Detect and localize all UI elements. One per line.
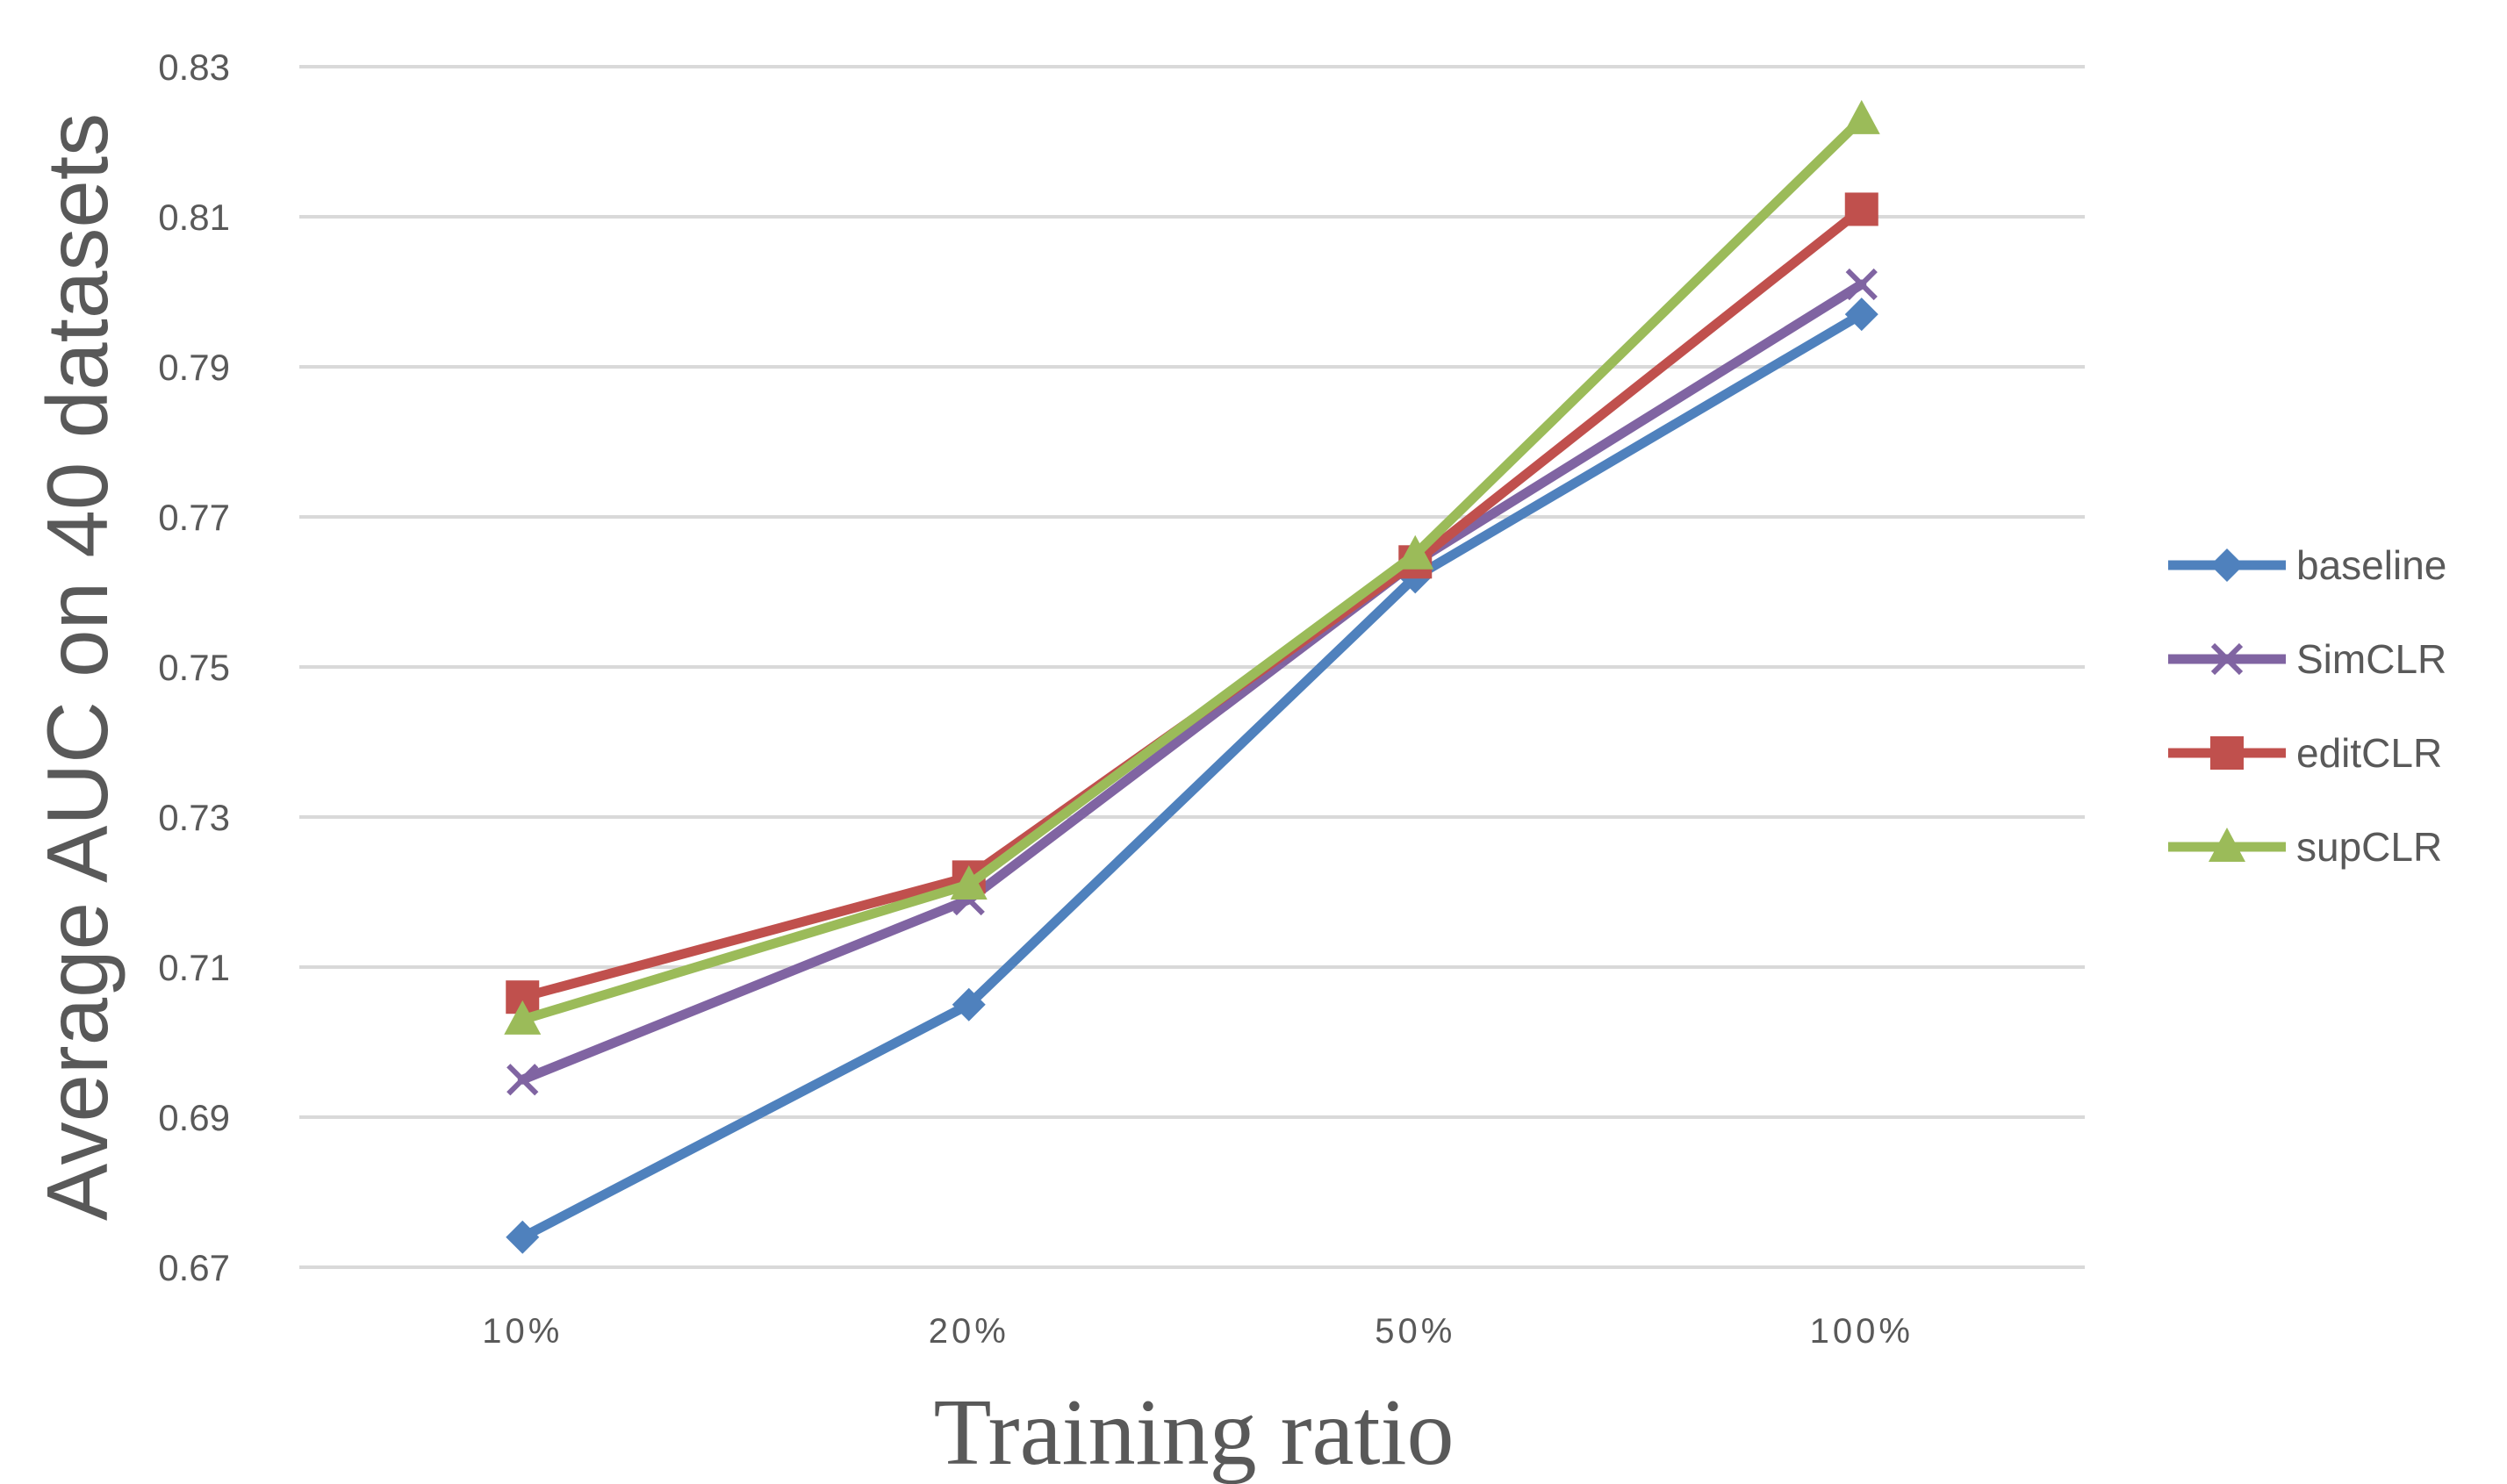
data-point [506, 1220, 540, 1254]
y-tick-label: 0.71 [158, 947, 230, 988]
data-point [1844, 192, 1878, 226]
series-line [517, 279, 1867, 1085]
legend-label: editCLR [2296, 730, 2442, 776]
data-point [950, 864, 988, 900]
series-line [517, 309, 1867, 1243]
x-tick-label: 20% [929, 1312, 1009, 1351]
x-marker-stroke [506, 1064, 539, 1096]
grid-lines [299, 65, 2085, 1269]
x-axis-label: Training ratio [934, 1380, 1455, 1484]
y-tick-label: 0.79 [158, 347, 230, 388]
y-tick-label: 0.81 [158, 197, 230, 238]
y-tick-label: 0.77 [158, 497, 230, 538]
y-tick-label: 0.73 [158, 797, 230, 838]
data-point [1844, 298, 1878, 332]
y-tick-label: 0.69 [158, 1097, 230, 1138]
legend-label: baseline [2296, 542, 2446, 588]
series-line [517, 204, 1867, 1002]
data-point [2209, 828, 2245, 862]
x-axis-ticks: 10% 20% 50% 100% [482, 1312, 1914, 1351]
x-tick-label: 50% [1375, 1312, 1455, 1351]
data-point [1397, 534, 1434, 570]
legend-label: SimCLR [2296, 636, 2446, 682]
data-point [504, 1000, 542, 1035]
series-group [504, 99, 1880, 1254]
series-editCLR [506, 192, 1878, 1014]
y-tick-label: 0.67 [158, 1247, 230, 1288]
legend-label: supCLR [2296, 824, 2442, 870]
x-marker-stroke [1845, 268, 1878, 301]
legend-item: editCLR [2168, 730, 2442, 776]
y-tick-label: 0.75 [158, 647, 230, 688]
y-axis-label: Average AUC on 40 datasets [29, 113, 126, 1221]
data-point [2210, 736, 2244, 770]
x-tick-label: 10% [482, 1312, 563, 1351]
legend: baseline SimCLR editCLR supCLR [2168, 542, 2446, 870]
data-point [952, 987, 986, 1022]
legend-item: baseline [2168, 542, 2446, 588]
data-point [2210, 548, 2244, 582]
series-SimCLR [506, 268, 1878, 1096]
y-tick-label: 0.83 [158, 47, 230, 88]
data-point [506, 1064, 539, 1096]
x-marker-stroke [2210, 642, 2244, 676]
data-point [1843, 99, 1880, 134]
series-baseline [506, 298, 1878, 1254]
data-point [1845, 268, 1878, 301]
x-tick-label: 100% [1810, 1312, 1914, 1351]
legend-item: SimCLR [2168, 636, 2446, 682]
legend-item: supCLR [2168, 824, 2442, 870]
data-point [2210, 642, 2244, 676]
series-line [517, 114, 1867, 1025]
series-supCLR [504, 99, 1880, 1035]
y-axis-ticks: 0.67 0.69 0.71 0.73 0.75 0.77 0.79 0.81 0.83 [158, 47, 230, 1288]
